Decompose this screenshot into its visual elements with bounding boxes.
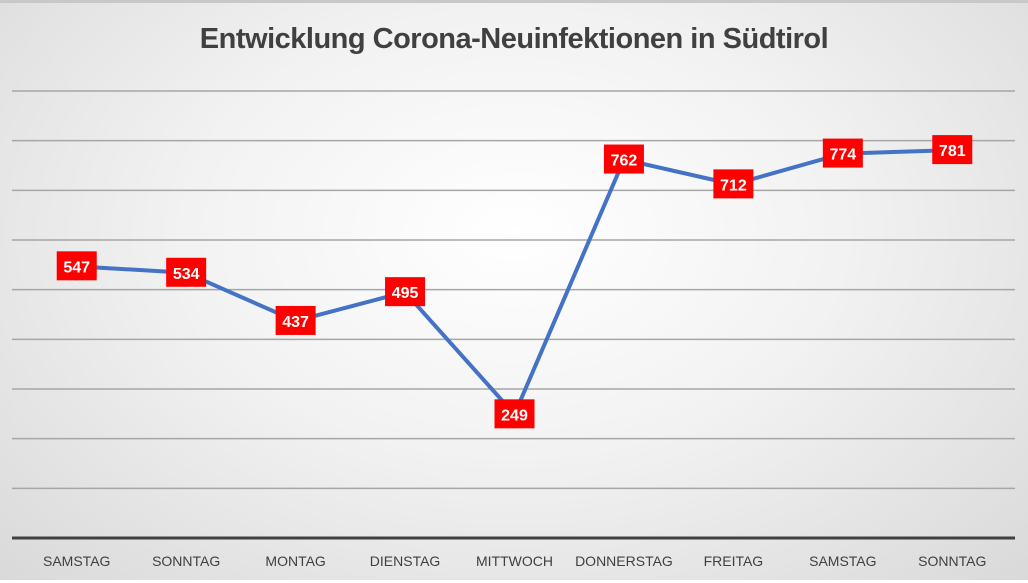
x-tick-label: DONNERSTAG <box>575 553 673 569</box>
x-tick-label: MONTAG <box>265 553 325 569</box>
data-label-box <box>603 144 644 174</box>
x-tick-label: SAMSTAG <box>43 553 110 569</box>
data-label: 762 <box>611 153 638 170</box>
data-label: 495 <box>392 285 419 302</box>
x-tick-label: DIENSTAG <box>370 553 441 569</box>
data-label-box <box>275 305 316 335</box>
x-tick-label: SONNTAG <box>152 553 220 569</box>
data-label-box <box>494 399 535 429</box>
data-label-box <box>822 138 863 168</box>
data-label-box <box>56 251 97 281</box>
data-label: 781 <box>939 143 966 160</box>
x-tick-label: MITTWOCH <box>476 553 553 569</box>
data-label-box <box>385 277 426 307</box>
data-label: 437 <box>282 314 309 331</box>
data-label-box <box>932 135 973 165</box>
plot-area: SAMSTAG SONNTAG MONTAG DIENSTAG MITTWOCH DONN… <box>12 90 1015 569</box>
data-label: 249 <box>501 407 528 424</box>
x-tick-label: SAMSTAG <box>809 553 876 569</box>
x-tick-label: FREITAG <box>704 553 764 569</box>
chart-title: Entwicklung Corona-Neuinfektionen in Süd… <box>199 23 829 55</box>
data-label-box <box>713 169 754 199</box>
data-label: 547 <box>63 259 90 276</box>
data-label: 534 <box>173 266 200 283</box>
data-label: 774 <box>829 147 856 164</box>
data-label-box <box>166 257 207 287</box>
data-label: 712 <box>720 177 747 194</box>
x-tick-label: SONNTAG <box>918 553 986 569</box>
